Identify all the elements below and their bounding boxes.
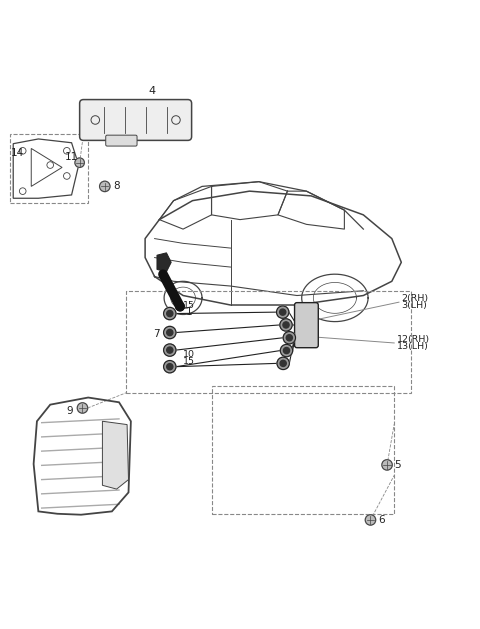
Text: 8: 8 [113,181,120,191]
Circle shape [75,158,84,167]
Circle shape [167,311,173,316]
FancyBboxPatch shape [295,303,318,348]
Circle shape [99,181,110,192]
FancyBboxPatch shape [80,99,192,140]
Text: 12(RH): 12(RH) [396,335,430,343]
Bar [212,386,394,514]
Text: 10: 10 [183,350,195,359]
Circle shape [280,360,286,367]
FancyBboxPatch shape [106,135,137,146]
Text: 5: 5 [395,460,401,470]
Circle shape [286,335,292,341]
Text: 2(RH): 2(RH) [401,294,429,303]
Polygon shape [102,421,129,489]
Text: 13(LH): 13(LH) [396,342,429,351]
Circle shape [164,360,176,373]
Circle shape [164,344,176,356]
Circle shape [280,309,286,315]
Text: 7: 7 [153,330,159,340]
Text: 6: 6 [378,515,384,525]
Text: 15: 15 [183,301,195,309]
Text: 15: 15 [183,357,195,367]
Bar [10,134,88,203]
Circle shape [276,306,289,318]
Text: 9: 9 [66,406,73,416]
Circle shape [77,403,88,413]
FancyArrowPatch shape [163,274,180,307]
Circle shape [167,330,173,336]
Text: 1: 1 [185,307,192,317]
Circle shape [365,515,376,525]
Circle shape [277,357,289,369]
Text: 3(LH): 3(LH) [401,301,427,311]
Text: 14: 14 [11,148,24,158]
Circle shape [280,319,292,331]
Circle shape [280,345,293,357]
Circle shape [283,331,296,344]
Circle shape [382,460,392,470]
Circle shape [164,326,176,338]
Bar [126,291,411,392]
Circle shape [164,308,176,320]
Circle shape [167,364,173,370]
Polygon shape [157,253,171,272]
Circle shape [283,322,289,328]
Text: 11: 11 [64,152,78,162]
Circle shape [167,347,173,353]
Circle shape [283,347,289,353]
Text: 4: 4 [149,86,156,96]
